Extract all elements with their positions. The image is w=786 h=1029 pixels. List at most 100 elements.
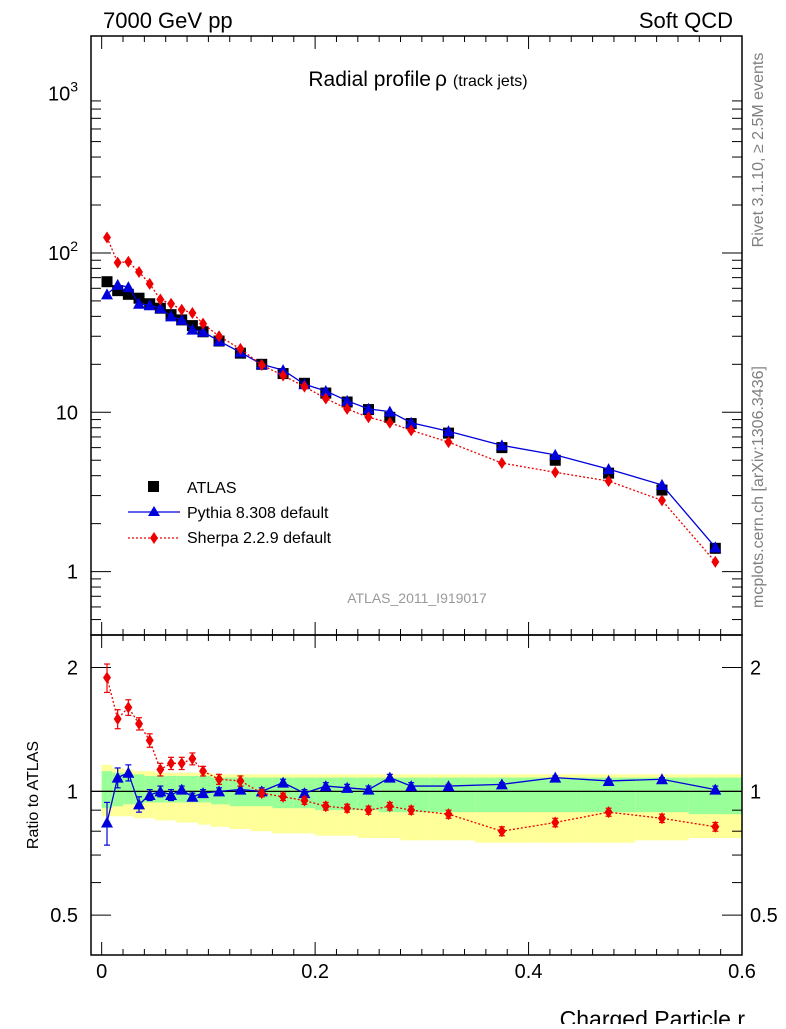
pythia-main-point bbox=[549, 448, 562, 460]
x-tick-label: 0.2 bbox=[301, 961, 329, 983]
pythia-main-point bbox=[442, 425, 455, 437]
pythia-ratio-point bbox=[383, 771, 396, 783]
pythia-ratio-point bbox=[175, 783, 188, 795]
legend-pythia-marker bbox=[148, 506, 160, 516]
ratio-y-tick-label: 0.5 bbox=[50, 905, 78, 927]
legend-atlas-marker bbox=[148, 481, 159, 492]
series-pythia bbox=[101, 278, 722, 846]
sherpa-main-point bbox=[711, 555, 720, 568]
sherpa-ratio-point bbox=[551, 816, 560, 829]
ratio-band-inner bbox=[336, 777, 358, 811]
header-right: Soft QCD bbox=[639, 8, 733, 33]
chart-title-symbol: ρ bbox=[435, 68, 447, 91]
sherpa-ratio-point bbox=[215, 773, 224, 786]
x-tick-label: 0.6 bbox=[728, 961, 756, 983]
pythia-ratio-point bbox=[213, 785, 226, 797]
pythia-main-point bbox=[165, 310, 178, 322]
pythia-main-point bbox=[186, 323, 199, 335]
sherpa-ratio-point bbox=[236, 774, 245, 787]
sherpa-main-point bbox=[199, 317, 208, 330]
ratio-band-inner bbox=[688, 777, 742, 815]
main-y-tick-label: 10 bbox=[56, 402, 78, 424]
pythia-ratio-point bbox=[341, 781, 354, 793]
legend-sherpa-marker bbox=[150, 532, 158, 544]
sherpa-ratio-point bbox=[156, 763, 165, 776]
ratio-y-tick-label-right: 2 bbox=[750, 658, 761, 680]
pythia-main-point bbox=[101, 288, 114, 300]
pythia-ratio-point bbox=[234, 783, 247, 795]
main-y-tick-label: 102 bbox=[48, 238, 78, 265]
ratio-band-inner bbox=[429, 777, 476, 813]
x-tick-label: 0.4 bbox=[515, 961, 543, 983]
chart-title: Radial profile ρ (track jets) bbox=[308, 68, 527, 91]
chart-title-suffix: (track jets) bbox=[453, 73, 528, 90]
ratio-band-inner bbox=[315, 777, 337, 811]
pythia-ratio-point bbox=[154, 785, 167, 797]
sherpa-ratio-point bbox=[497, 825, 506, 838]
sherpa-ratio-point bbox=[145, 734, 154, 747]
pythia-ratio-point bbox=[442, 780, 455, 792]
pythia-main-point bbox=[495, 439, 508, 451]
sherpa-main-point bbox=[156, 293, 165, 306]
pythia-ratio-point bbox=[143, 788, 156, 800]
ratio-band-inner bbox=[528, 777, 582, 813]
pythia-main-point bbox=[405, 416, 418, 428]
pythia-ratio-point bbox=[101, 816, 114, 828]
atlas-data-point bbox=[101, 276, 113, 288]
pythia-main-point bbox=[341, 394, 354, 406]
sherpa-main-point bbox=[300, 380, 309, 393]
pythia-main-point bbox=[111, 278, 124, 290]
ratio-plot-frame: 0 0.2 0.4 0.6 0.5 0.5 1 1 2 2 bbox=[50, 634, 778, 983]
ratio-y-tick-label: 2 bbox=[67, 658, 78, 680]
sherpa-main-point bbox=[167, 297, 176, 310]
pythia-main-point bbox=[133, 297, 146, 309]
sherpa-ratio-point bbox=[343, 802, 352, 815]
pythia-main-point bbox=[362, 402, 375, 414]
sherpa-main-point bbox=[343, 402, 352, 415]
pythia-main-point bbox=[709, 541, 722, 553]
pythia-main-point bbox=[655, 478, 668, 490]
ratio-y-tick-label-right: 1 bbox=[750, 781, 761, 803]
ratio-band-inner bbox=[101, 771, 113, 809]
ratio-y-tick-label-right: 0.5 bbox=[750, 905, 778, 927]
pythia-ratio-point bbox=[298, 787, 311, 799]
ratio-band-inner bbox=[123, 774, 134, 805]
sherpa-ratio-point bbox=[711, 820, 720, 833]
sherpa-ratio-point bbox=[113, 712, 122, 725]
sherpa-ratio-point bbox=[177, 757, 186, 770]
pythia-ratio-point bbox=[549, 771, 562, 783]
sherpa-ratio-point bbox=[385, 800, 394, 813]
legend-sherpa-label: Sherpa 2.2.9 default bbox=[187, 530, 332, 547]
legend: ATLAS Pythia 8.308 default Sherpa 2.2.9 … bbox=[128, 480, 332, 547]
sherpa-main-point bbox=[279, 369, 288, 382]
ratio-y-tick-label: 1 bbox=[67, 781, 78, 803]
sherpa-ratio-point bbox=[257, 787, 266, 800]
legend-pythia-label: Pythia 8.308 default bbox=[187, 505, 329, 522]
pythia-ratio-point bbox=[495, 778, 508, 790]
sherpa-main-line bbox=[106, 237, 716, 563]
pythia-ratio-point bbox=[165, 788, 178, 800]
mcplots-label: mcplots.cern.ch [arXiv:1306.3436] bbox=[750, 366, 767, 608]
sherpa-main-point bbox=[177, 303, 186, 316]
ratio-band-inner bbox=[379, 777, 401, 813]
pythia-main-point bbox=[319, 385, 332, 397]
sherpa-ratio-point bbox=[604, 806, 613, 819]
atlas-data-point bbox=[122, 288, 134, 300]
main-y-tick-label: 103 bbox=[48, 79, 78, 106]
pythia-main-point bbox=[175, 313, 188, 325]
ratio-y-axis-label: Ratio to ATLAS bbox=[25, 741, 42, 849]
analysis-label: ATLAS_2011_I919017 bbox=[347, 590, 487, 606]
sherpa-main-point bbox=[135, 265, 144, 278]
ratio-band-inner bbox=[400, 777, 430, 813]
pythia-ratio-point bbox=[197, 787, 210, 799]
rivet-label: Rivet 3.1.10, ≥ 2.5M events bbox=[750, 53, 767, 248]
sherpa-main-point bbox=[188, 306, 197, 319]
x-axis-label: Charged Particle r bbox=[560, 1006, 746, 1024]
pythia-ratio-point bbox=[111, 771, 124, 783]
sherpa-ratio-point bbox=[657, 812, 666, 825]
sherpa-ratio-point bbox=[103, 671, 112, 684]
legend-atlas-label: ATLAS bbox=[187, 480, 237, 497]
sherpa-main-point bbox=[385, 416, 394, 429]
pythia-ratio-point bbox=[362, 783, 375, 795]
